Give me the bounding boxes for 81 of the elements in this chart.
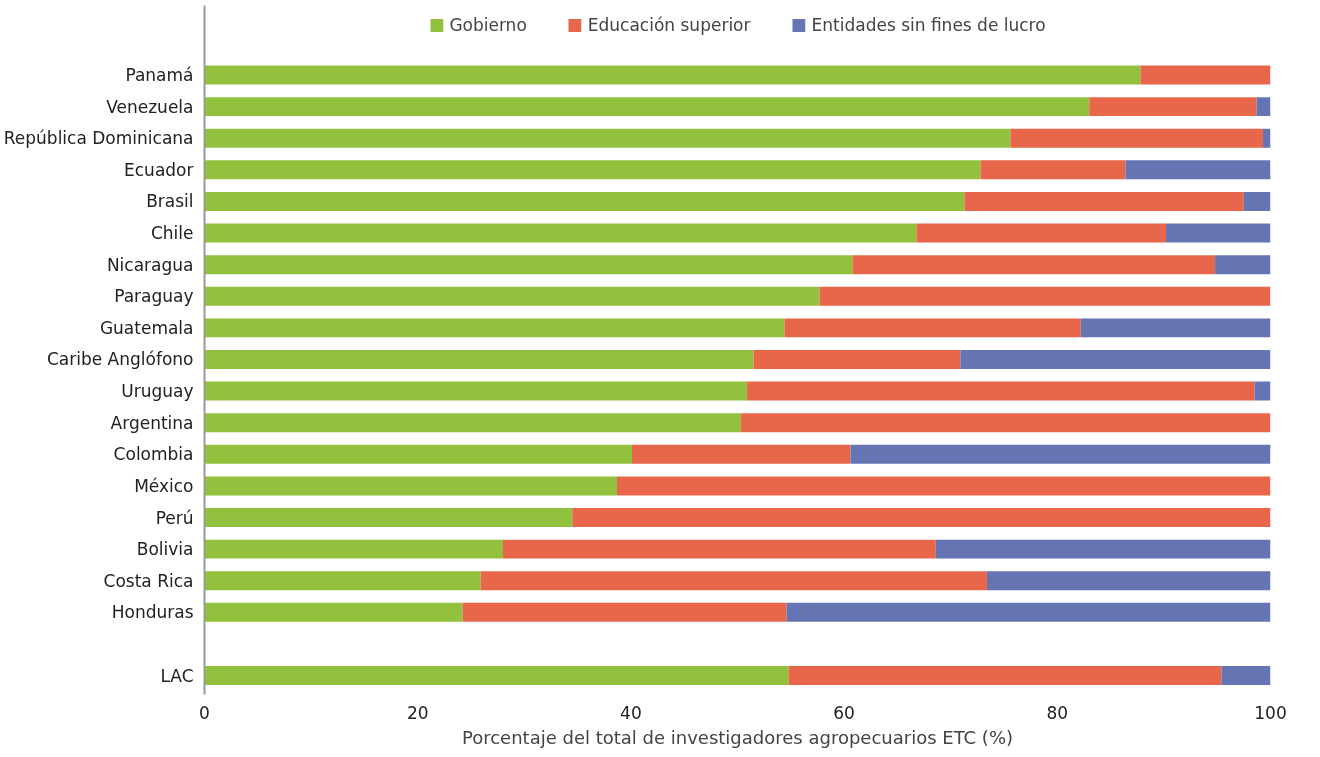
y-tick-label: Nicaragua: [106, 254, 194, 275]
bar: [204, 539, 503, 559]
bar: [204, 128, 1011, 148]
bar: [204, 223, 917, 243]
bar: [1140, 65, 1271, 85]
bar: [964, 191, 1244, 211]
y-tick-label: Ecuador: [124, 159, 194, 180]
bar: [502, 539, 936, 559]
bar: [204, 602, 463, 622]
x-tick-label: 0: [199, 702, 210, 723]
y-tick-label: Chile: [150, 223, 194, 244]
y-tick-label: Perú: [155, 507, 194, 528]
bar: [1263, 128, 1271, 148]
y-tick-label: Caribe Anglófono: [46, 349, 194, 370]
bar: [852, 255, 1216, 275]
bar: [1254, 381, 1271, 401]
bar: [204, 255, 853, 275]
bar: [740, 413, 1271, 433]
x-tick-label: 20: [406, 702, 429, 723]
y-tick-label: Panamá: [125, 65, 194, 86]
bar: [1215, 255, 1271, 275]
y-tick-label: Venezuela: [106, 96, 194, 117]
bar: [617, 476, 1271, 496]
bar: [960, 350, 1271, 369]
x-tick-label: 100: [1254, 702, 1287, 723]
bar: [935, 539, 1271, 559]
y-tick-label: Honduras: [111, 602, 194, 623]
bar: [480, 571, 987, 591]
bar: [204, 571, 481, 591]
bar: [786, 602, 1271, 622]
bar: [753, 350, 961, 369]
bar: [784, 318, 1081, 338]
bar: [986, 571, 1271, 591]
bar: [980, 160, 1126, 180]
y-tick-label: Paraguay: [114, 286, 194, 307]
bar: [1010, 128, 1264, 148]
bar: [1080, 318, 1271, 338]
bar: [916, 223, 1167, 243]
y-tick-label: Guatemala: [99, 317, 194, 338]
bar: [1125, 160, 1271, 180]
y-tick-label: Uruguay: [121, 381, 194, 402]
bar: [1256, 97, 1271, 117]
y-tick-label: Costa Rica: [103, 570, 194, 591]
bar: [204, 65, 1141, 85]
bar: [1089, 97, 1257, 117]
bar: [819, 286, 1271, 306]
bar: [204, 413, 741, 433]
x-axis-title: Porcentaje del total de investigadores agropecuarios ETC (%): [461, 726, 1014, 748]
bar: [204, 97, 1090, 117]
bar: [204, 508, 573, 527]
y-tick-label: Bolivia: [136, 539, 194, 560]
bar: [204, 191, 965, 211]
bar: [1166, 223, 1271, 243]
y-tick-label: Colombia: [113, 444, 194, 465]
y-tick-label: Brasil: [146, 191, 194, 212]
bar: [204, 444, 632, 464]
bar: [631, 444, 851, 464]
bar: [850, 444, 1271, 464]
legend-label: Gobierno: [449, 15, 527, 35]
bar: [747, 381, 1255, 401]
y-tick-label: México: [134, 475, 194, 496]
bar: [204, 160, 981, 180]
y-tick-label: LAC: [160, 665, 194, 686]
legend-label: Educación superior: [587, 15, 751, 35]
x-tick-label: 80: [1046, 702, 1069, 723]
bar: [1221, 666, 1271, 686]
x-tick-label: 60: [833, 702, 855, 723]
bar: [204, 286, 820, 306]
bar: [462, 602, 787, 622]
bar: [204, 318, 785, 338]
bar: [204, 666, 789, 686]
y-tick-label: República Dominicana: [3, 128, 194, 149]
legend-label: Entidades sin fines de lucro: [811, 15, 1046, 35]
bar: [572, 508, 1271, 527]
bar: [204, 476, 618, 496]
y-tick-label: Argentina: [110, 412, 194, 433]
bar: [204, 381, 748, 401]
x-tick-label: 40: [620, 702, 642, 723]
bar: [1243, 191, 1271, 211]
bar: [204, 350, 754, 369]
bar: [788, 666, 1222, 686]
